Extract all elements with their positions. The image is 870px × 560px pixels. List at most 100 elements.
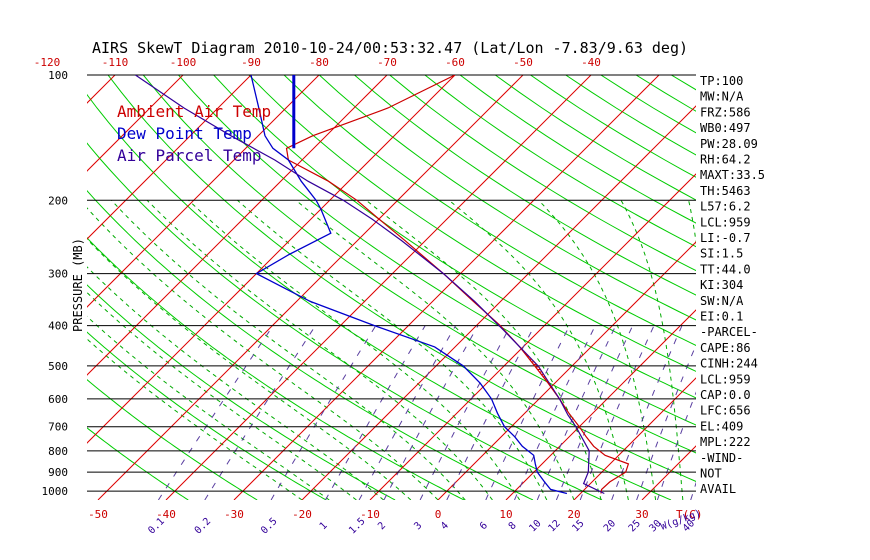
parcel-temp-line xyxy=(135,75,605,495)
moist-adiabat-line xyxy=(146,199,493,500)
dry-adiabat-line xyxy=(87,379,258,500)
top-temp-tick-label: -60 xyxy=(445,56,465,69)
mixing-ratio-line xyxy=(536,325,617,500)
index-item: MW:N/A xyxy=(700,90,744,104)
dry-adiabat-line xyxy=(424,75,696,248)
index-item: TH:5463 xyxy=(700,184,751,198)
y-axis-label: PRESSURE (MB) xyxy=(71,238,85,332)
pressure-tick-label: 1000 xyxy=(42,485,69,498)
pressure-tick-label: 900 xyxy=(48,466,68,479)
index-item: AVAIL xyxy=(700,482,736,496)
mixing-ratio-tick-label: 3 xyxy=(412,520,424,532)
mixing-ratio-line xyxy=(636,343,696,500)
legend-item: Dew Point Temp xyxy=(117,124,252,143)
top-temp-tick-label: -90 xyxy=(241,56,261,69)
bottom-temp-tick-label: 30 xyxy=(635,508,648,521)
isotherm-line xyxy=(233,75,660,500)
legend-item: Air Parcel Temp xyxy=(117,146,262,165)
dry-adiabat-line xyxy=(248,75,696,372)
dry-adiabat-line xyxy=(318,75,696,321)
index-item: EL:409 xyxy=(700,419,743,433)
pressure-tick-label: 500 xyxy=(48,360,68,373)
index-item: LFC:656 xyxy=(700,404,751,418)
index-item: TT:44.0 xyxy=(700,262,751,276)
mixing-ratio-tick-label: 2 xyxy=(376,520,388,532)
pressure-tick-label: 800 xyxy=(48,445,68,458)
index-item: EI:0.1 xyxy=(700,310,743,324)
isotherm-line xyxy=(573,377,696,500)
mixing-ratio-line xyxy=(204,325,316,500)
mixing-ratio-line xyxy=(485,325,571,500)
dry-adiabat-line xyxy=(354,75,696,296)
moist-adiabat-line xyxy=(87,315,330,500)
pressure-tick-label: 600 xyxy=(48,393,68,406)
top-temp-tick-label: -120 xyxy=(34,56,61,69)
mixing-ratio-tick-label: 8 xyxy=(507,520,519,532)
mixing-ratio-line xyxy=(383,325,479,500)
index-item: LI:-0.7 xyxy=(700,231,751,245)
bottom-temp-tick-label: -20 xyxy=(292,508,312,521)
dry-adiabat-line xyxy=(87,427,189,500)
mixing-ratio-tick-label: 20 xyxy=(602,518,618,534)
index-item: L57:6.2 xyxy=(700,200,751,214)
index-item: SI:1.5 xyxy=(700,247,743,261)
dry-adiabat-line xyxy=(389,75,696,272)
isotherm-line xyxy=(97,75,524,500)
dewpoint-temp-line xyxy=(250,75,568,495)
mixing-ratio-line xyxy=(555,325,634,500)
index-item: TP:100 xyxy=(700,74,743,88)
bottom-temp-tick-label: -10 xyxy=(360,508,380,521)
bottom-temp-tick-label: 0 xyxy=(435,508,442,521)
dry-adiabat-line xyxy=(87,190,534,500)
index-item: MAXT:33.5 xyxy=(700,168,765,182)
index-item: PW:28.09 xyxy=(700,137,758,151)
isotherm-line xyxy=(0,75,47,500)
isobar-lines xyxy=(87,74,696,492)
moist-adiabat-line xyxy=(87,338,303,500)
isotherm-line xyxy=(437,241,696,500)
top-temp-tick-label: -110 xyxy=(102,56,129,69)
mixing-ratio-tick-label: 4 xyxy=(439,520,451,532)
top-temp-tick-label: -70 xyxy=(377,56,397,69)
index-item: WB0:497 xyxy=(700,121,751,135)
mixing-ratio-line xyxy=(611,325,683,500)
mixing-ratio-tick-label: 1 xyxy=(318,520,330,532)
moist-adiabat-line xyxy=(87,266,384,500)
mixing-ratio-line xyxy=(419,325,512,500)
isotherm-line xyxy=(165,75,592,500)
bottom-temp-tick-label: 10 xyxy=(499,508,512,521)
dry-adiabat-line xyxy=(87,331,327,500)
bottom-temp-tick-label: -40 xyxy=(156,508,176,521)
mixing-ratio-tick-label: 0.2 xyxy=(193,516,214,537)
moist-adiabat-line xyxy=(111,199,466,500)
index-item: FRZ:586 xyxy=(700,105,751,119)
index-item: CAPE:86 xyxy=(700,341,751,355)
moist-adiabat-line xyxy=(538,199,657,500)
dry-adiabat-line xyxy=(87,93,672,500)
pressure-tick-label: 700 xyxy=(48,421,68,434)
mixing-ratio-tick-label: 6 xyxy=(478,520,490,532)
index-item: -PARCEL- xyxy=(700,325,758,339)
chart-title: AIRS SkewT Diagram 2010-10-24/00:53:32.4… xyxy=(92,39,688,57)
mixing-ratio-tick-label: 10 xyxy=(527,518,543,534)
isotherm-line xyxy=(301,105,696,500)
top-temp-tick-label: -80 xyxy=(309,56,329,69)
pressure-tick-label: 200 xyxy=(48,194,68,207)
mixing-ratio-line xyxy=(270,325,377,500)
bottom-temp-tick-label: 20 xyxy=(567,508,580,521)
moist-adiabat-line xyxy=(87,207,439,500)
moist-adiabat-line xyxy=(87,291,357,500)
index-item: NOT xyxy=(700,467,722,481)
index-item: LCL:959 xyxy=(700,215,751,229)
mixing-ratio-tick-label: 12 xyxy=(546,518,562,534)
mixing-ratio-line xyxy=(579,325,655,500)
top-temp-tick-label: -50 xyxy=(513,56,533,69)
ambient-temp-line xyxy=(285,75,630,494)
pressure-tick-label: 100 xyxy=(48,69,68,82)
mixing-ratio-line xyxy=(157,325,274,500)
dry-adiabat-line xyxy=(459,75,696,224)
temp-unit-label: T(C) xyxy=(676,508,703,521)
moist-adiabat-line xyxy=(87,238,412,500)
grid-lines xyxy=(0,75,696,500)
moist-adiabat-line xyxy=(365,199,602,500)
